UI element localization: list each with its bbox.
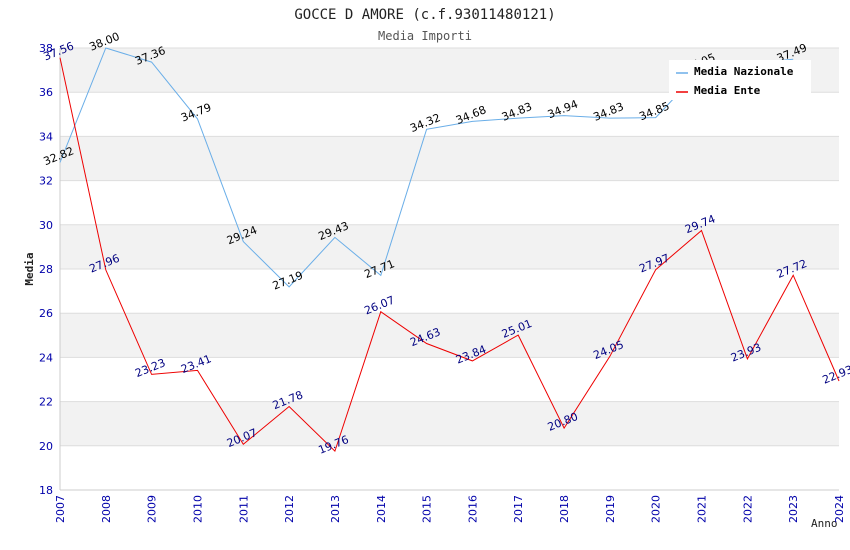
x-tick-label: 2018: [558, 495, 571, 523]
y-tick-label: 22: [39, 396, 53, 409]
series-line-media-nazionale: [59, 47, 794, 288]
x-tick-label: 2017: [512, 495, 525, 523]
series-lines: [59, 47, 840, 453]
x-tick-label: 2015: [421, 495, 434, 523]
plot-band: [60, 136, 839, 181]
legend-box: [669, 60, 811, 100]
y-tick-label: 38: [39, 42, 53, 55]
x-tick-label: 2022: [741, 495, 754, 523]
y-tick-labels: 18 20 22 24 26 28 30 32 34 36 38: [39, 42, 53, 497]
axes-frame: [59, 48, 839, 491]
y-tick-label: 32: [39, 175, 53, 188]
x-tick-label: 2020: [650, 495, 663, 523]
chart-subtitle: Media Importi: [378, 29, 472, 43]
plot-band: [60, 401, 839, 446]
x-tick-label: 2009: [146, 495, 159, 523]
series-line-media-ente: [59, 57, 840, 453]
x-tick-label: 2011: [237, 495, 250, 523]
y-tick-label: 26: [39, 307, 53, 320]
y-tick-label: 20: [39, 440, 53, 453]
x-tick-label: 2012: [283, 495, 296, 523]
x-tick-label: 2024: [833, 495, 846, 523]
plot-band: [60, 269, 839, 314]
plot-band: [60, 180, 839, 225]
x-tick-label: 2010: [191, 495, 204, 523]
x-axis-label: Anno: [811, 517, 838, 530]
plot-background-bands: [60, 48, 839, 490]
x-tick-label: 2013: [329, 495, 342, 523]
y-axis-label: Media: [23, 252, 36, 285]
x-tick-labels: 2007 2008 2009 2010 2011 2012 2013 2014 2015 2016…: [54, 495, 846, 523]
plot-band: [60, 357, 839, 402]
y-tick-label: 34: [39, 130, 53, 143]
y-tick-label: 28: [39, 263, 53, 276]
legend-label-media-nazionale: Media Nazionale: [694, 65, 794, 78]
plot-band: [60, 445, 839, 490]
x-tick-label: 2016: [466, 495, 479, 523]
x-tick-label: 2023: [787, 495, 800, 523]
x-tick-label: 2007: [54, 495, 67, 523]
chart-title: GOCCE D AMORE (c.f.93011480121): [294, 7, 555, 23]
legend: Media Nazionale Media Ente: [669, 60, 811, 100]
y-tick-label: 24: [39, 351, 53, 364]
y-tick-label: 18: [39, 484, 53, 497]
plot-band: [60, 224, 839, 269]
plot-band: [60, 313, 839, 358]
x-tick-label: 2008: [100, 495, 113, 523]
x-tick-label: 2019: [604, 495, 617, 523]
y-tick-label: 36: [39, 86, 53, 99]
y-tick-label: 30: [39, 219, 53, 232]
x-tick-label: 2014: [375, 495, 388, 523]
legend-label-media-ente: Media Ente: [694, 84, 761, 97]
x-tick-label: 2021: [696, 495, 709, 523]
